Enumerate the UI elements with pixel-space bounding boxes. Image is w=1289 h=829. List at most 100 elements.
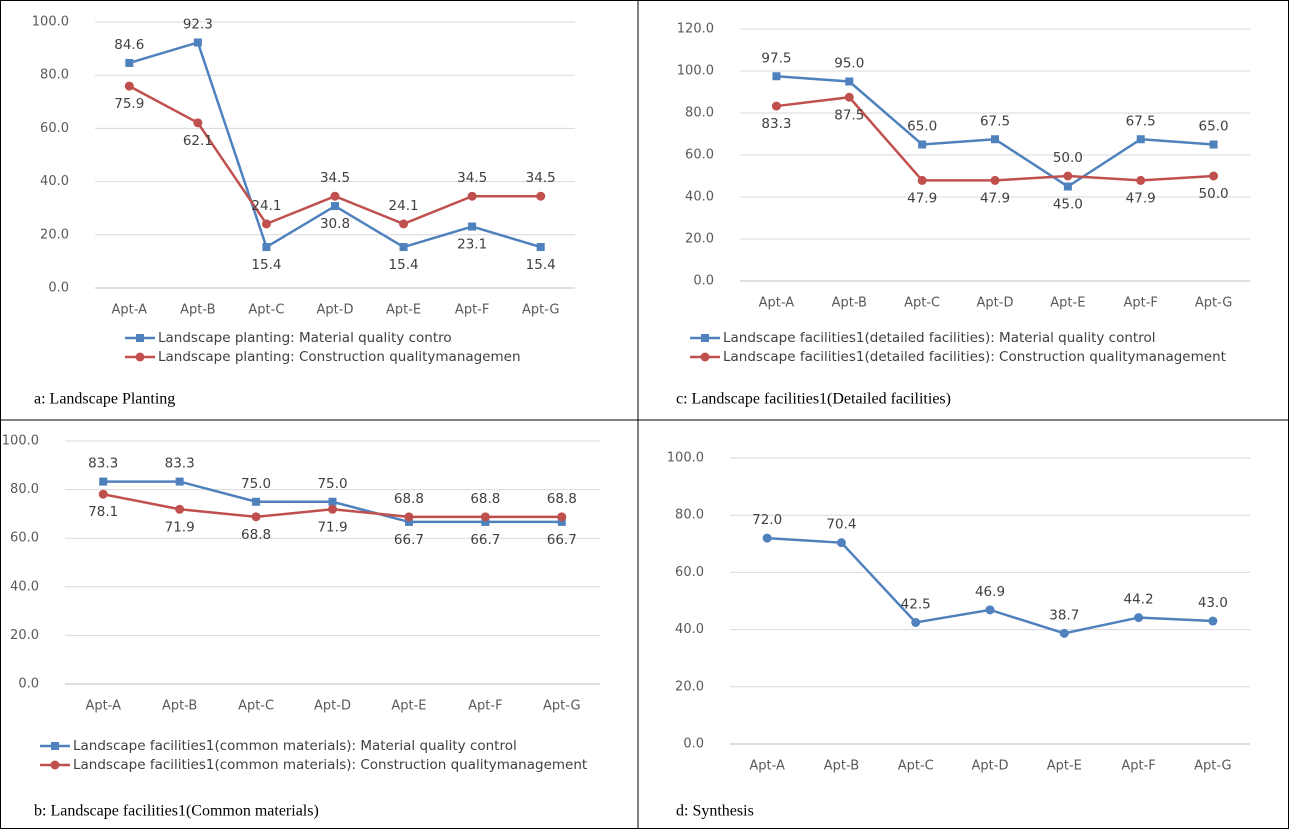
data-label: 72.0 [752,512,782,528]
data-label: 83.3 [165,456,195,472]
point [50,760,60,770]
y-tick-label: 100.0 [667,451,704,466]
point [918,140,927,149]
point [193,38,202,47]
point [845,77,854,86]
x-tick-label: Apt-E [1050,296,1085,311]
point [175,477,184,486]
point [990,175,1000,185]
x-tick-label: Apt-A [759,296,795,311]
data-label: 68.8 [547,491,577,507]
point [701,334,709,342]
data-label: 23.1 [457,237,487,253]
data-label: 66.7 [547,532,577,548]
point [1134,613,1144,623]
data-label: 50.0 [1053,150,1083,166]
point [557,512,567,522]
x-tick-label: Apt-D [314,699,351,714]
x-tick-label: Apt-B [180,303,215,318]
point [99,477,108,486]
x-tick-label: Apt-A [85,699,121,714]
point [481,517,490,526]
legend-label: Landscape facilities1(detailed facilitie… [723,330,1155,346]
point [1208,616,1218,626]
data-label: 97.5 [761,50,791,66]
data-label: 68.8 [394,491,424,507]
point [51,742,59,750]
x-tick-label: Apt-C [248,303,284,318]
x-tick-label: Apt-C [904,296,940,311]
point [1136,175,1146,185]
x-tick-label: Apt-D [977,296,1014,311]
x-tick-label: Apt-B [162,699,197,714]
data-label: 50.0 [1199,186,1229,202]
point [135,352,145,362]
point [771,101,781,111]
y-tick-label: 80.0 [685,106,714,121]
point [1059,628,1069,638]
point [557,517,566,526]
data-label: 30.8 [320,216,350,232]
point [480,512,490,522]
data-label: 45.0 [1053,197,1083,213]
caption: d: Synthesis [676,803,754,820]
point [762,533,772,543]
y-tick-label: 100.0 [677,64,714,79]
x-tick-label: Apt-E [386,303,421,318]
x-tick-label: Apt-E [391,699,426,714]
data-label: 43.0 [1198,595,1228,611]
x-tick-label: Apt-B [824,759,859,774]
data-label: 70.4 [826,517,856,533]
data-label: 62.1 [183,133,213,149]
data-label: 84.6 [114,37,144,53]
point [991,135,999,144]
y-tick-label: 100.0 [2,434,39,449]
point [911,617,921,627]
data-label: 47.9 [907,190,937,206]
x-tick-label: Apt-G [1194,759,1231,774]
legend-label: Landscape facilities1(common materials):… [73,757,587,773]
y-tick-label: 20.0 [685,232,714,247]
y-tick-label: 40.0 [40,174,69,189]
data-label: 83.3 [88,456,118,472]
y-tick-label: 120.0 [677,22,714,37]
y-tick-label: 60.0 [40,121,69,136]
point [251,512,261,522]
data-label: 75.0 [241,476,271,492]
data-label: 75.0 [317,476,347,492]
data-label: 65.0 [907,119,937,135]
x-tick-label: Apt-F [468,699,502,714]
point [136,334,144,342]
y-tick-label: 20.0 [40,227,69,242]
data-label: 44.2 [1124,592,1154,608]
data-label: 47.9 [1126,190,1156,206]
data-label: 15.4 [526,257,556,273]
point [262,243,271,252]
series-line [776,75,1214,188]
data-label: 67.5 [980,113,1010,129]
point [985,605,995,615]
point [193,118,203,128]
point [536,243,545,252]
y-tick-label: 80.0 [40,68,69,83]
data-label: 15.4 [389,257,419,273]
point [1063,182,1072,191]
data-label: 46.9 [975,584,1005,600]
data-label: 68.8 [241,527,271,543]
data-label: 15.4 [251,257,281,273]
y-tick-label: 20.0 [10,628,39,643]
legend-label: Landscape facilities1(detailed facilitie… [723,349,1226,365]
y-tick-label: 0.0 [18,677,39,692]
data-label: 67.5 [1126,113,1156,129]
data-label: 78.1 [88,504,118,520]
point [700,352,710,362]
x-tick-label: Apt-C [898,759,934,774]
y-tick-label: 40.0 [685,190,714,205]
caption: b: Landscape facilities1(Common material… [34,803,319,820]
data-label: 95.0 [834,56,864,72]
y-tick-label: 60.0 [685,148,714,163]
y-tick-label: 60.0 [675,565,704,580]
y-tick-label: 60.0 [10,531,39,546]
legend-label: Landscape planting: Material quality con… [158,330,452,346]
